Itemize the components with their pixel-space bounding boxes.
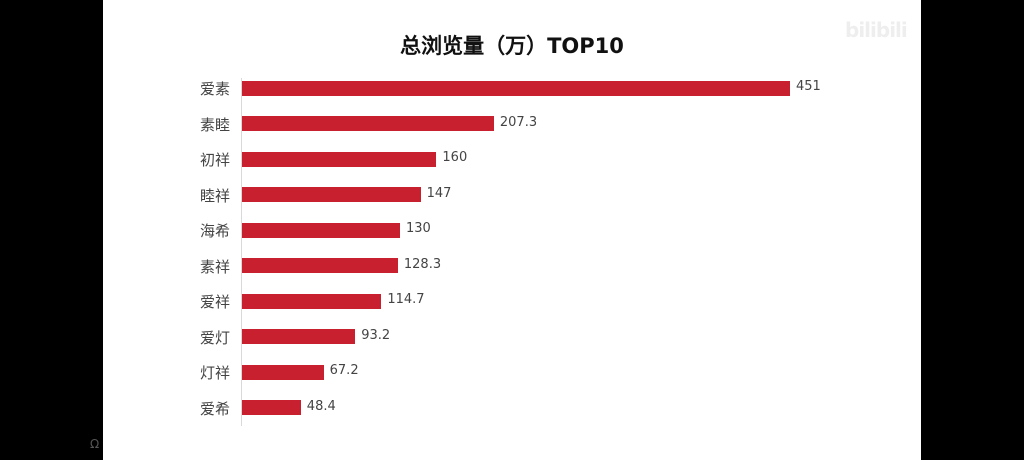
data-label: 451 bbox=[796, 79, 821, 94]
data-label: 128.3 bbox=[403, 256, 442, 272]
data-label: 147 bbox=[426, 185, 452, 201]
category-label: 爱希 bbox=[199, 399, 230, 418]
category-label: 灯祥 bbox=[199, 364, 230, 382]
chart-title: 总浏览量（万）TOP10 bbox=[400, 34, 624, 58]
category-label: 素睦 bbox=[199, 115, 230, 134]
category-label: 素祥 bbox=[199, 257, 230, 276]
data-label: 207.3 bbox=[499, 114, 538, 130]
data-label: 93.2 bbox=[361, 327, 391, 343]
bar bbox=[242, 80, 790, 96]
bar bbox=[242, 151, 437, 167]
category-label: 睦祥 bbox=[199, 186, 230, 205]
category-label: 海希 bbox=[199, 222, 230, 240]
bar bbox=[242, 222, 400, 238]
category-label: 爱祥 bbox=[199, 293, 230, 311]
bilibili-watermark-logo: bilibili bbox=[845, 18, 908, 42]
omega-icon: Ω bbox=[90, 437, 100, 451]
bar bbox=[242, 116, 494, 131]
bar bbox=[242, 400, 301, 415]
data-label: 67.2 bbox=[329, 363, 359, 378]
slide-canvas bbox=[103, 0, 921, 460]
category-label: 爱素 bbox=[199, 80, 230, 98]
data-label: 114.7 bbox=[387, 292, 425, 307]
data-label: 48.4 bbox=[306, 398, 336, 414]
bar bbox=[242, 293, 382, 309]
data-label: 160 bbox=[442, 150, 468, 165]
bar bbox=[242, 329, 356, 344]
category-label: 初祥 bbox=[199, 151, 230, 169]
category-axis-line bbox=[241, 78, 242, 426]
bar bbox=[242, 364, 324, 380]
category-label: 爱灯 bbox=[199, 328, 230, 347]
data-label: 130 bbox=[405, 221, 431, 236]
bar bbox=[242, 187, 421, 202]
bar bbox=[242, 258, 398, 273]
